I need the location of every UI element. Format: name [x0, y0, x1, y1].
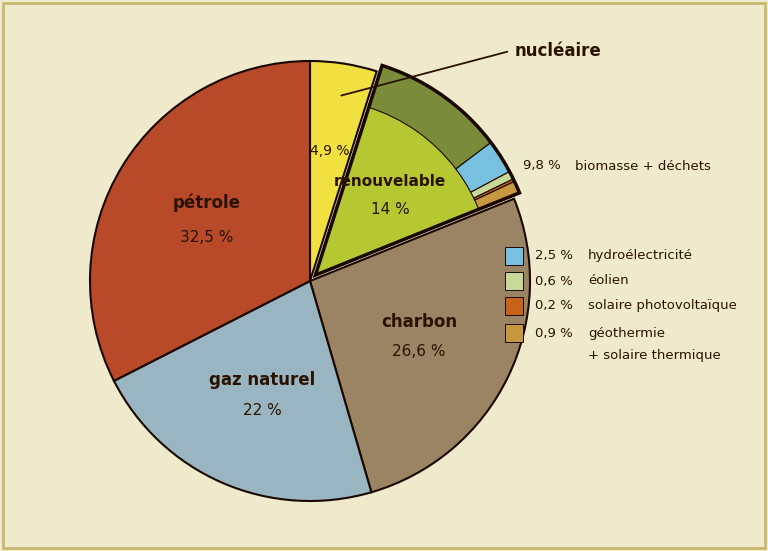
- Text: 9,8 %: 9,8 %: [523, 159, 561, 172]
- Bar: [505, 297, 523, 315]
- Text: 22 %: 22 %: [243, 403, 281, 418]
- Text: hydroélectricité: hydroélectricité: [588, 250, 693, 262]
- Text: nucléaire: nucléaire: [515, 42, 602, 60]
- Wedge shape: [369, 66, 491, 169]
- Text: renouvelable: renouvelable: [334, 174, 446, 189]
- Wedge shape: [90, 61, 310, 381]
- Wedge shape: [310, 199, 530, 492]
- Bar: [505, 272, 523, 290]
- Wedge shape: [474, 179, 515, 200]
- Text: 4,9 %: 4,9 %: [310, 144, 350, 158]
- Wedge shape: [456, 143, 509, 192]
- Text: 26,6 %: 26,6 %: [392, 344, 445, 359]
- Text: + solaire thermique: + solaire thermique: [588, 349, 720, 363]
- Bar: [505, 324, 523, 342]
- Text: charbon: charbon: [381, 313, 457, 331]
- Text: 0,9 %: 0,9 %: [535, 327, 573, 339]
- Text: 32,5 %: 32,5 %: [180, 230, 233, 245]
- Text: solaire photovoltaïque: solaire photovoltaïque: [588, 300, 737, 312]
- Bar: [505, 247, 523, 265]
- Text: éolien: éolien: [588, 274, 629, 288]
- Wedge shape: [471, 171, 513, 198]
- Wedge shape: [316, 66, 519, 275]
- Wedge shape: [310, 61, 376, 281]
- Text: 0,2 %: 0,2 %: [535, 300, 573, 312]
- Wedge shape: [114, 281, 372, 501]
- Text: pétrole: pétrole: [173, 193, 241, 212]
- Text: biomasse + déchets: biomasse + déchets: [575, 159, 711, 172]
- Text: 0,6 %: 0,6 %: [535, 274, 573, 288]
- Text: gaz naturel: gaz naturel: [209, 371, 315, 389]
- Text: 2,5 %: 2,5 %: [535, 250, 573, 262]
- Wedge shape: [475, 181, 519, 209]
- Text: géothermie: géothermie: [588, 327, 665, 339]
- Text: 14 %: 14 %: [371, 202, 409, 217]
